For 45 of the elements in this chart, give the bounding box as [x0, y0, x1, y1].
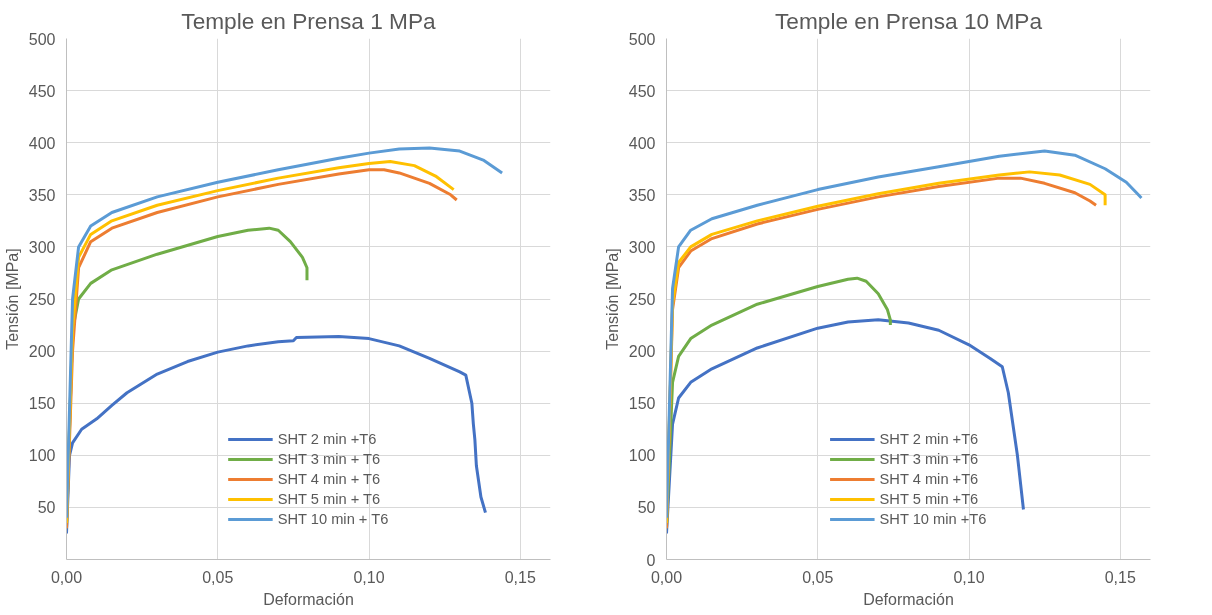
legend-label: SHT 10 min + T6 [277, 511, 389, 527]
legend-label: SHT 5 min + T6 [277, 491, 381, 507]
x-tick-label: 0,15 [504, 568, 536, 586]
x-tick-label: 0,00 [650, 568, 683, 586]
y-tick-label: 200 [28, 343, 56, 361]
legend-label: SHT 3 min + T6 [277, 451, 381, 467]
y-tick-label: 450 [28, 82, 56, 100]
x-tick-label: 0,05 [802, 568, 834, 586]
legend-label: SHT 5 min +T6 [879, 491, 979, 507]
y-tick-label: 150 [628, 395, 656, 413]
chart-title: Temple en Prensa 10 MPa [775, 7, 1043, 34]
y-tick-label: 250 [628, 291, 656, 308]
y-axis-title: Tensión [MPa] [3, 248, 21, 350]
y-tick-label: 100 [628, 447, 656, 465]
y-tick-label: 350 [28, 186, 56, 204]
legend-label: SHT 10 min +T6 [879, 511, 987, 527]
x-tick-label: 0,10 [353, 568, 385, 586]
y-tick-label: 150 [28, 395, 56, 413]
x-tick-label: 0,05 [202, 568, 234, 586]
x-tick-label: 0,15 [1104, 568, 1136, 586]
x-axis-title: Deformación [863, 590, 954, 608]
legend-label: SHT 3 min +T6 [879, 451, 979, 467]
y-tick-label: 50 [37, 499, 56, 517]
x-tick-label: 0,00 [50, 568, 83, 586]
y-tick-label: 0 [646, 551, 656, 569]
y-tick-label: 250 [28, 291, 56, 308]
y-tick-label: 100 [28, 447, 56, 465]
y-tick-label: 300 [628, 238, 656, 256]
y-tick-label: 200 [628, 343, 656, 361]
y-tick-label: 50 [637, 499, 656, 517]
y-tick-label: 400 [628, 134, 656, 152]
y-tick-label: 450 [628, 82, 656, 100]
y-tick-label: 350 [628, 186, 656, 204]
y-tick-label: 500 [628, 30, 656, 48]
chart-title: Temple en Prensa 1 MPa [181, 7, 437, 34]
x-axis-title: Deformación [263, 590, 354, 608]
x-tick-label: 0,10 [953, 568, 985, 586]
legend-label: SHT 4 min +T6 [879, 471, 979, 487]
y-axis-title: Tensión [MPa] [603, 248, 621, 350]
y-tick-label: 500 [28, 30, 56, 48]
legend-label: SHT 2 min +T6 [879, 431, 979, 447]
legend-label: SHT 4 min + T6 [277, 471, 381, 487]
y-tick-label: 300 [28, 238, 56, 256]
y-tick-label: 400 [28, 134, 56, 152]
legend-label: SHT 2 min +T6 [277, 431, 377, 447]
